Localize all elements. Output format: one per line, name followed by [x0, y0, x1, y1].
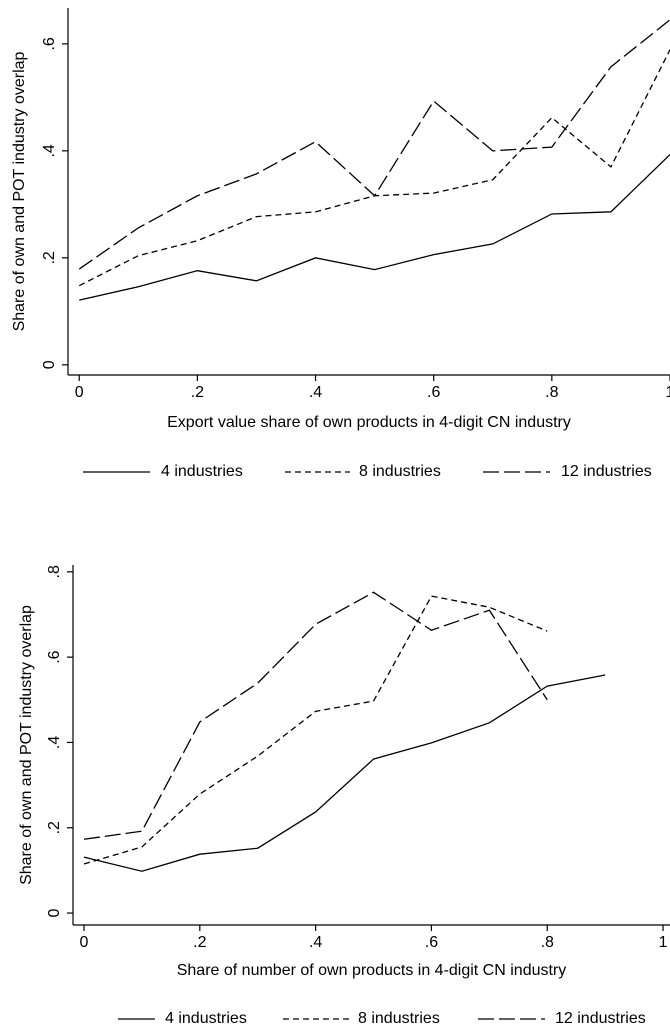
y-axis-title: Share of own and POT industry overlap [18, 605, 35, 885]
x-tick-label: .2 [193, 934, 206, 951]
x-tick-label: .4 [309, 384, 322, 401]
x-tick-label: 1 [659, 934, 668, 951]
x-tick-label: .2 [191, 384, 204, 401]
legend-label: 12 industries [555, 1010, 646, 1027]
x-tick-label: .6 [425, 934, 438, 951]
x-axis-title: Share of number of own products in 4-dig… [177, 962, 567, 979]
y-tick-label: .6 [41, 37, 58, 50]
x-tick-label: 0 [75, 384, 84, 401]
y-tick-label: 0 [41, 360, 58, 369]
y-tick-label: .2 [46, 821, 63, 834]
x-axis-title: Export value share of own products in 4-… [167, 414, 571, 431]
series-line [83, 595, 548, 865]
x-tick-label: .6 [427, 384, 440, 401]
y-tick-label: .2 [41, 251, 58, 264]
x-tick-label: 1 [666, 384, 670, 401]
y-tick-label: .6 [46, 650, 63, 663]
series-line [83, 674, 606, 872]
legend-label: 8 industries [359, 463, 441, 480]
x-tick-label: .8 [545, 384, 558, 401]
legend-label: 4 industries [161, 463, 243, 480]
x-tick-label: .4 [309, 934, 322, 951]
x-tick-label: 0 [80, 934, 89, 951]
x-tick-label: .8 [541, 934, 554, 951]
y-axis-title: Share of own and POT industry overlap [11, 51, 28, 331]
y-tick-label: .8 [46, 565, 63, 578]
legend-label: 4 industries [165, 1010, 247, 1027]
y-tick-label: 0 [46, 909, 63, 918]
series-line [78, 49, 670, 287]
series-line [83, 591, 548, 840]
legend-label: 12 industries [561, 463, 652, 480]
y-tick-label: .4 [46, 736, 63, 749]
y-tick-label: .4 [41, 144, 58, 157]
series-line [79, 154, 670, 301]
series-line [78, 19, 670, 270]
legend-label: 8 industries [358, 1010, 440, 1027]
